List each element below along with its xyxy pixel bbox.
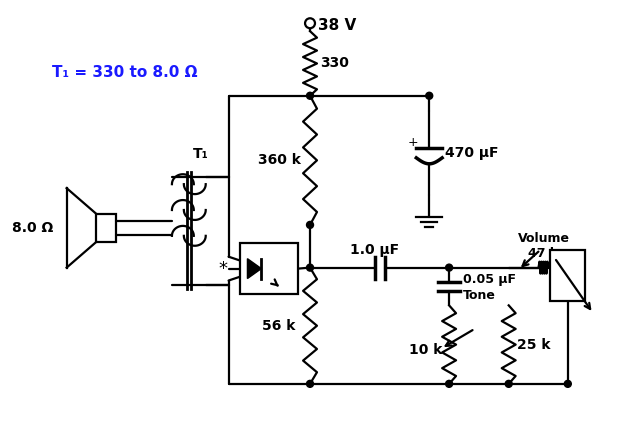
Text: 8.0 Ω: 8.0 Ω <box>12 221 53 235</box>
Text: 1.0 μF: 1.0 μF <box>350 243 399 257</box>
Text: 10 k: 10 k <box>409 343 443 357</box>
Bar <box>97 214 117 242</box>
Text: 38 V: 38 V <box>318 18 356 33</box>
Circle shape <box>307 92 314 99</box>
Bar <box>551 250 585 301</box>
Circle shape <box>505 380 512 387</box>
Text: 25 k: 25 k <box>517 338 550 352</box>
Circle shape <box>446 264 453 271</box>
Polygon shape <box>248 258 261 279</box>
Bar <box>241 243 298 294</box>
Circle shape <box>426 92 433 99</box>
Circle shape <box>307 264 314 271</box>
Text: 0.05 μF: 0.05 μF <box>463 273 516 286</box>
Text: 360 k: 360 k <box>258 153 301 167</box>
Circle shape <box>446 380 453 387</box>
Text: *: * <box>219 260 228 277</box>
Circle shape <box>564 380 571 387</box>
Text: 56 k: 56 k <box>262 319 296 333</box>
Text: T₁ = 330 to 8.0 Ω: T₁ = 330 to 8.0 Ω <box>52 65 198 80</box>
Text: Volume
47 k: Volume 47 k <box>517 232 569 260</box>
Circle shape <box>305 18 315 28</box>
Text: +: + <box>408 136 418 149</box>
Circle shape <box>307 221 314 228</box>
Text: Tone: Tone <box>463 289 496 302</box>
Text: 330: 330 <box>320 56 349 70</box>
Text: T₁: T₁ <box>192 147 209 161</box>
Circle shape <box>307 380 314 387</box>
Text: 470 μF: 470 μF <box>445 146 498 160</box>
